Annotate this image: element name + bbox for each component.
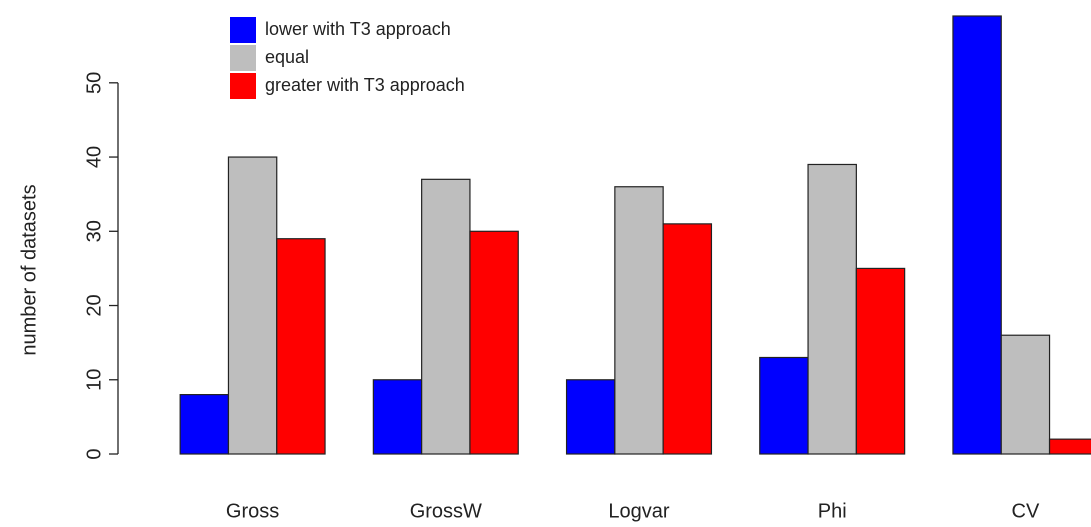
y-tick-label: 0 (83, 448, 105, 459)
bar (276, 238, 326, 455)
bar (855, 267, 906, 455)
y-tick-label: 20 (83, 294, 105, 316)
bar (227, 156, 278, 455)
bar (614, 186, 664, 455)
legend-swatch (230, 73, 256, 99)
x-tick-label: Phi (818, 500, 847, 522)
legend-swatch (230, 45, 256, 71)
bar (179, 394, 230, 455)
x-tick-label: GrossW (410, 500, 482, 522)
y-axis-label: number of datasets (18, 184, 40, 355)
bar (1048, 438, 1091, 455)
y-tick-label: 40 (83, 146, 105, 168)
bar (421, 178, 471, 455)
bar (1000, 334, 1051, 455)
legend-swatch (230, 17, 256, 43)
bar (952, 15, 1002, 455)
bar (662, 223, 713, 455)
bar (469, 230, 519, 455)
bar (759, 356, 809, 455)
y-tick-label: 50 (83, 72, 105, 94)
legend-label: lower with T3 approach (265, 19, 451, 39)
legend: lower with T3 approach equal greater with … (230, 17, 465, 99)
bar (372, 379, 423, 455)
x-tick-label: Logvar (608, 500, 669, 522)
legend-label: greater with T3 approach (265, 75, 465, 95)
legend-label: equal (265, 47, 309, 67)
x-tick-label: CV (1012, 500, 1040, 522)
bar (807, 163, 857, 455)
y-tick-label: 30 (83, 220, 105, 242)
x-tick-label: Gross (226, 500, 279, 522)
y-tick-label: 10 (83, 369, 105, 391)
bar (565, 379, 616, 455)
